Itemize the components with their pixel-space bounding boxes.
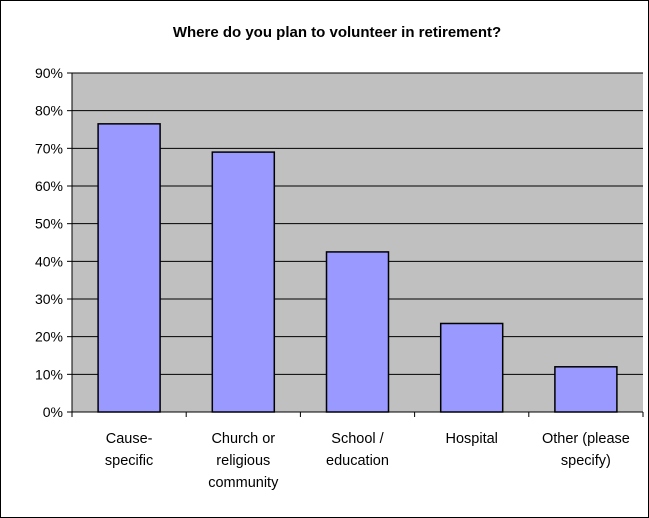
y-tick-label: 30% — [35, 291, 63, 307]
y-tick-label: 70% — [35, 140, 63, 156]
y-tick-label: 50% — [35, 216, 63, 232]
y-tick-label: 20% — [35, 329, 63, 345]
x-category-label-line: specific — [105, 453, 153, 469]
x-category-label: Church or religious community — [208, 431, 279, 491]
axes — [67, 72, 644, 417]
x-category-labels: Cause-specific Church or religious communit… — [105, 431, 630, 491]
x-category-label-line: Other (please — [542, 431, 630, 447]
chart-title: Where do you plan to volunteer in retire… — [173, 24, 501, 41]
x-category-label-line: Cause- — [106, 431, 153, 447]
x-category-label-line: religious — [216, 453, 270, 469]
x-category-label-line: education — [326, 453, 389, 469]
bar — [439, 322, 504, 413]
y-tick-labels: 0% 10% 20% 30% 40% 50% 60% 70% 80% 90% — [35, 65, 63, 420]
x-category-label: Cause-specific — [105, 431, 153, 469]
bar — [554, 366, 618, 413]
x-category-label-line: community — [208, 475, 279, 491]
y-tick-label: 90% — [35, 65, 63, 81]
bar — [97, 123, 161, 413]
x-category-label: Hospital — [446, 431, 498, 447]
bar — [211, 151, 276, 413]
x-category-label-line: Church or — [211, 431, 275, 447]
y-tick-label: 60% — [35, 178, 63, 194]
x-category-label-line: specify) — [561, 453, 611, 469]
y-tick-label: 40% — [35, 253, 63, 269]
y-tick-label: 10% — [35, 366, 63, 382]
x-category-label-line: School / — [331, 431, 384, 447]
x-category-label: School / education — [326, 431, 389, 469]
bar — [325, 251, 390, 413]
y-tick-label: 0% — [43, 404, 63, 420]
y-tick-label: 80% — [35, 103, 63, 119]
x-category-label: Other (please specify) — [542, 431, 630, 469]
bars — [97, 123, 618, 413]
x-category-label-line: Hospital — [446, 431, 498, 447]
